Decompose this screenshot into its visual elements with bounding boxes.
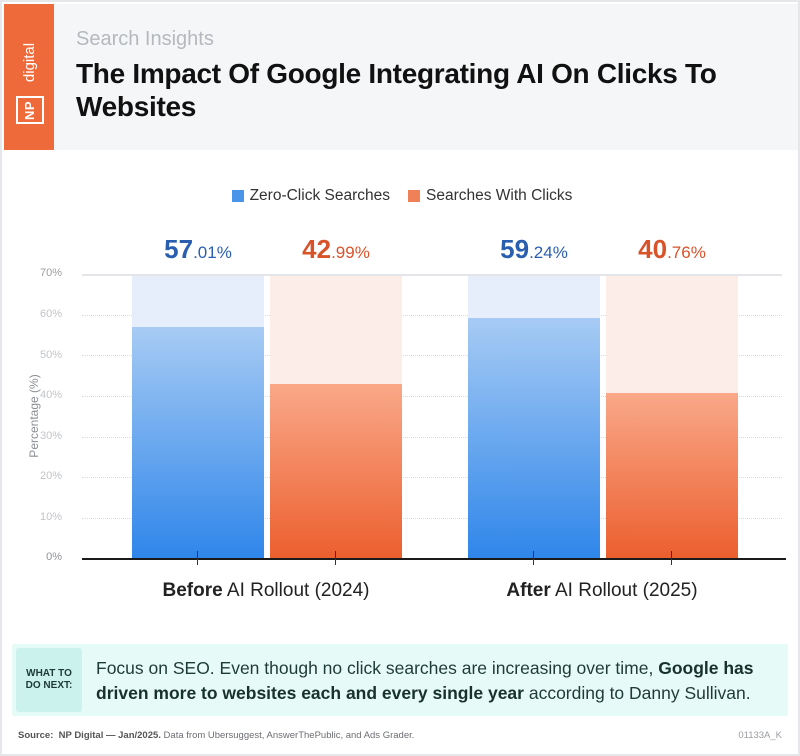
x-axis-line (82, 558, 786, 560)
gridline-10 (82, 518, 782, 519)
bar-after-zero-click (468, 318, 600, 558)
source-note: Source: NP Digital — Jan/2025. Data from… (18, 730, 415, 741)
category-label-before: Before AI Rollout (2024) (162, 580, 370, 601)
x-tick (197, 551, 198, 565)
bar-after-with-clicks (606, 393, 738, 558)
page-title: The Impact Of Google Integrating AI On C… (76, 58, 717, 122)
x-tick (671, 551, 672, 565)
orange-square-icon (407, 190, 420, 202)
np-digital-logo: digital NP (4, 4, 54, 150)
category-label-after: After AI Rollout (2025) (506, 580, 698, 601)
y-tick-60: 60% (39, 308, 62, 320)
blue-square-icon (231, 190, 244, 202)
y-tick-40: 40% (39, 389, 62, 401)
what-to-do-next-callout: WHAT TO DO NEXT: Focus on SEO. Even thou… (12, 644, 788, 716)
gridline-40 (82, 396, 782, 397)
brand-np-box: NP (16, 96, 44, 124)
graphic-code: 01133A_K (738, 730, 782, 741)
y-tick-0: 0% (46, 551, 62, 563)
callout-tag: WHAT TO DO NEXT: (16, 648, 82, 712)
value-label-after-with-clicks: 40.76% (638, 234, 706, 264)
gridline-50 (82, 355, 782, 356)
header: digital NP Search Insights The Impact Of… (4, 4, 798, 150)
y-tick-10: 10% (39, 511, 62, 523)
value-label-after-zero-click: 59.24% (500, 234, 568, 264)
gridline-70 (82, 274, 782, 276)
callout-text: Focus on SEO. Even though no click searc… (96, 658, 754, 703)
y-tick-30: 30% (39, 430, 62, 442)
legend-item-zero-click: Zero-Click Searches (231, 187, 390, 205)
x-tick (533, 551, 534, 565)
y-tick-70: 70% (39, 267, 62, 279)
chart-legend: Zero-Click Searches Searches With Clicks (2, 187, 800, 205)
x-tick (335, 551, 336, 565)
bar-before-zero-click (132, 327, 264, 558)
bar-before-with-clicks (270, 384, 402, 558)
y-tick-20: 20% (39, 470, 62, 482)
value-label-before-zero-click: 57.01% (164, 234, 232, 264)
gridline-20 (82, 477, 782, 478)
gridline-30 (82, 437, 782, 438)
eyebrow-label: Search Insights (76, 28, 214, 50)
y-axis-label: Percentage (%) (27, 374, 41, 458)
legend-item-with-clicks: Searches With Clicks (407, 187, 572, 205)
gridline-60 (82, 315, 782, 316)
y-tick-50: 50% (39, 349, 62, 361)
value-label-before-with-clicks: 42.99% (302, 234, 370, 264)
